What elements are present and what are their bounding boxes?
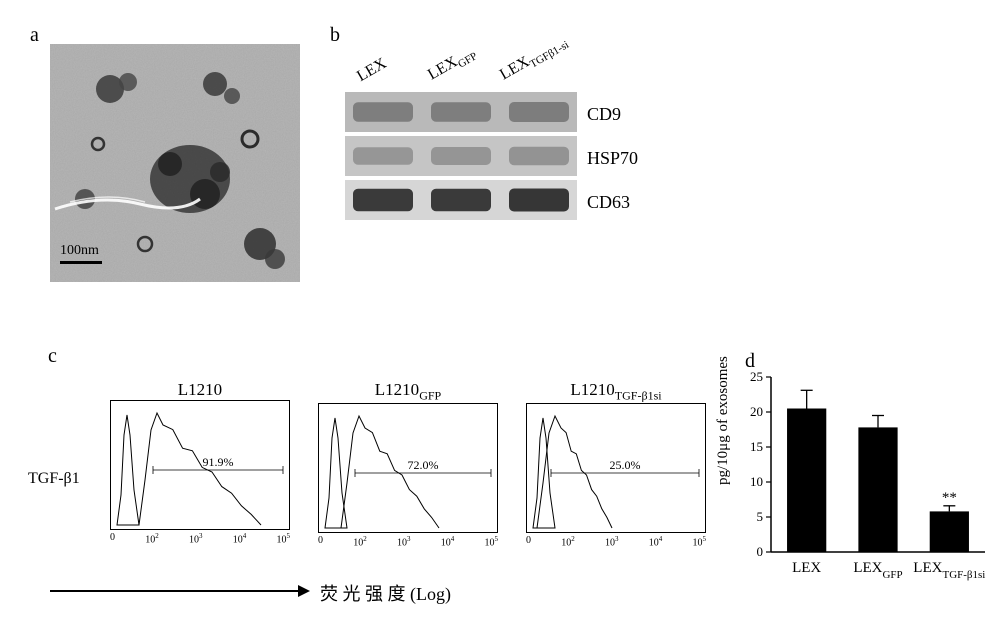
histogram-xticks: 0102103104105 bbox=[318, 535, 498, 548]
panel-c-label: c bbox=[48, 345, 57, 368]
blot-label-hsp70: HSP70 bbox=[587, 148, 638, 169]
svg-text:25.0%: 25.0% bbox=[610, 458, 641, 472]
svg-text:91.9%: 91.9% bbox=[203, 455, 234, 469]
svg-text:72.0%: 72.0% bbox=[408, 458, 439, 472]
blot-row-cd63: CD63 bbox=[345, 180, 675, 224]
histogram-title: L1210TGF-β1si bbox=[526, 380, 706, 403]
panel-d-barchart: pg/10μg of exosomes 0510152025LEXLEXGFP*… bbox=[715, 365, 985, 605]
scale-bar: 100nm bbox=[60, 243, 102, 264]
svg-text:25: 25 bbox=[750, 369, 763, 384]
xaxis-label: 荧 光 强 度 (Log) bbox=[320, 580, 451, 606]
blot-lane-headers: LEX LEXGFP LEXTGFβ1-si bbox=[345, 30, 577, 86]
histogram-xticks: 0102103104105 bbox=[526, 535, 706, 548]
scale-bar-line bbox=[60, 261, 102, 264]
histogram-1: L1210GFP 72.0% 0102103104105 bbox=[318, 380, 498, 549]
lane-header-2: LEXGFP bbox=[425, 43, 480, 86]
svg-text:0: 0 bbox=[757, 544, 764, 559]
histogram-xticks: 0102103104105 bbox=[110, 532, 290, 545]
histogram-title: L1210 bbox=[110, 380, 290, 400]
y-axis-label: pg/10μg of exosomes bbox=[715, 356, 732, 485]
histogram-title: L1210GFP bbox=[318, 380, 498, 403]
panel-a-em-image: 100nm bbox=[50, 44, 300, 282]
blot-label-cd9: CD9 bbox=[587, 104, 621, 125]
svg-text:**: ** bbox=[942, 490, 957, 506]
panel-b-blots: CD9 HSP70 CD63 bbox=[345, 92, 675, 224]
svg-text:LEX: LEX bbox=[792, 560, 821, 576]
lane-header-1: LEX bbox=[354, 55, 390, 86]
scale-text: 100nm bbox=[60, 243, 99, 258]
svg-text:LEXTGF-β1si: LEXTGF-β1si bbox=[913, 560, 985, 581]
lane-header-3: LEXTGFβ1-si bbox=[497, 32, 571, 86]
blot-row-hsp70: HSP70 bbox=[345, 136, 675, 180]
svg-text:LEXGFP: LEXGFP bbox=[853, 560, 902, 581]
svg-text:10: 10 bbox=[750, 474, 763, 489]
panel-b-label: b bbox=[330, 24, 340, 47]
svg-text:5: 5 bbox=[757, 509, 764, 524]
panel-c-row-label: TGF-β1 bbox=[28, 470, 80, 488]
blot-label-cd63: CD63 bbox=[587, 192, 630, 213]
panel-a-label: a bbox=[30, 24, 39, 47]
histogram-2: L1210TGF-β1si 25.0% 0102103104105 bbox=[526, 380, 706, 549]
panel-c-histograms: L1210 91.9% 0102103104105 L1210GFP 72.0% 0102… bbox=[110, 380, 750, 549]
svg-text:15: 15 bbox=[750, 439, 763, 454]
histogram-0: L1210 91.9% 0102103104105 bbox=[110, 380, 290, 545]
blot-row-cd9: CD9 bbox=[345, 92, 675, 136]
svg-text:20: 20 bbox=[750, 404, 763, 419]
